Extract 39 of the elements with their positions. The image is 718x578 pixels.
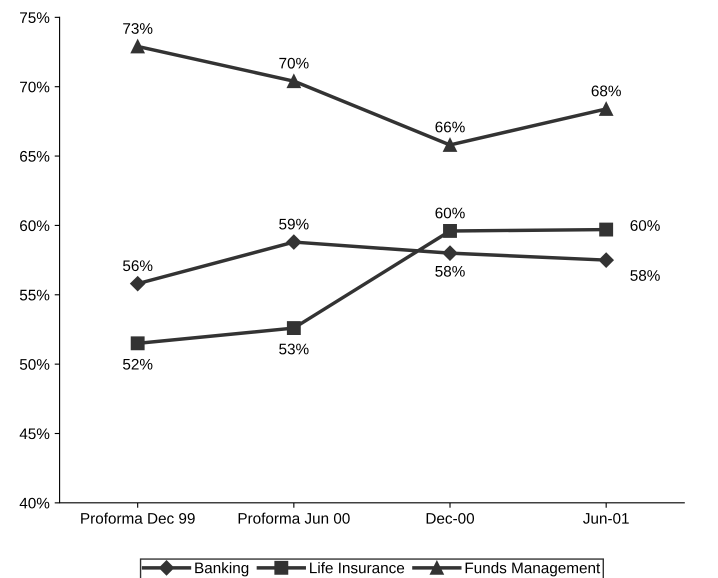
y-tick-label: 65% bbox=[20, 150, 50, 162]
point bbox=[286, 234, 302, 250]
y-tick-label: 45% bbox=[20, 428, 50, 440]
point bbox=[286, 321, 301, 336]
y-tick-label: 70% bbox=[20, 82, 50, 92]
legend-label: Life Insurance bbox=[310, 562, 404, 574]
point bbox=[598, 252, 614, 268]
point bbox=[130, 336, 145, 350]
x-tick-label: Jun-01 bbox=[583, 512, 629, 524]
data-label: 59% bbox=[279, 218, 309, 230]
x-tick-label: Dec-00 bbox=[426, 512, 474, 524]
legend-label: Funds Management bbox=[466, 562, 600, 576]
data-label: 68% bbox=[592, 86, 621, 96]
data-label: 52% bbox=[123, 358, 152, 370]
y-tick-label: 40% bbox=[20, 498, 50, 509]
data-label: 58% bbox=[630, 270, 660, 281]
point bbox=[599, 102, 614, 116]
y-tick-label: 50% bbox=[20, 359, 50, 370]
point bbox=[443, 224, 457, 238]
data-label: 66% bbox=[435, 122, 465, 132]
data-label: 73% bbox=[123, 23, 152, 34]
point bbox=[442, 246, 458, 261]
data-label: 60% bbox=[435, 208, 465, 218]
legend-label: Banking bbox=[195, 562, 248, 576]
point bbox=[130, 276, 146, 292]
data-label: 60% bbox=[630, 220, 660, 231]
x-tick-label: Proforma Dec 99 bbox=[81, 512, 195, 524]
point bbox=[599, 222, 614, 237]
point bbox=[443, 138, 457, 152]
data-label: 56% bbox=[123, 260, 152, 272]
point bbox=[286, 74, 301, 88]
x-tick-label: Proforma Jun 00 bbox=[238, 512, 350, 524]
data-label: 70% bbox=[279, 58, 309, 69]
point bbox=[130, 40, 145, 54]
y-tick-label: 75% bbox=[20, 12, 50, 24]
y-tick-label: 60% bbox=[20, 220, 50, 232]
data-label: 58% bbox=[435, 266, 465, 277]
data-label: 53% bbox=[279, 344, 309, 354]
y-tick-label: 55% bbox=[20, 290, 50, 300]
